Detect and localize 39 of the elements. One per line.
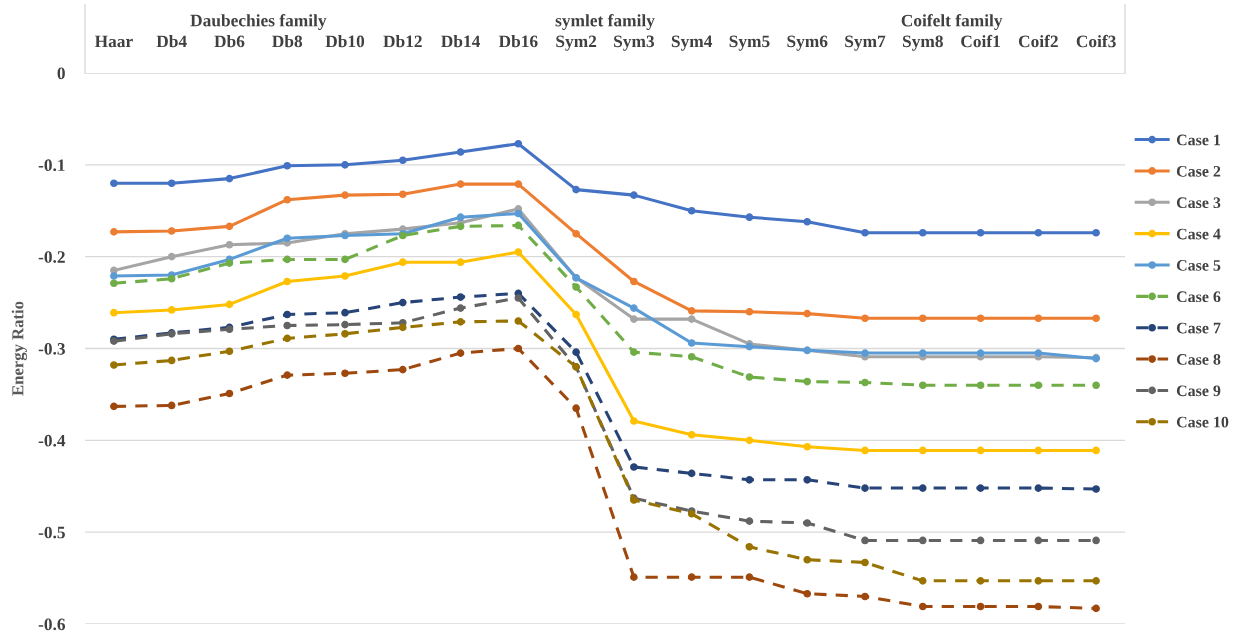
x-tick-label: Sym7 [845,35,886,51]
text: Daubechies family [190,14,327,30]
x-tick-label: Db10 [325,35,365,48]
legend-label: Case 10 [1176,416,1229,428]
x-tick-label: Sym8 [902,35,943,51]
x-tick-label: Sym3 [614,35,655,51]
text: symlet family [555,14,655,30]
x-tick-label: Coif1 [961,34,1000,48]
x-tick-label: Db12 [383,35,422,48]
x-tick-label: Db4 [156,35,187,48]
legend-label: Case 6 [1176,291,1221,303]
x-tick-label: Sym6 [787,35,828,51]
x-tick-label: Db16 [498,35,538,48]
y-tick-label: -0.1 [38,159,65,172]
y-tick-label: 0 [57,67,65,80]
legend-label: Case 4 [1176,228,1221,240]
x-tick-label: Db6 [214,35,245,48]
x-tick-label: Db8 [272,35,303,48]
x-tick-label: Coif3 [1076,34,1116,48]
x-tick-label: Coif2 [1018,34,1058,48]
x-tick-label: Haar [94,35,133,48]
y-tick-label: -0.5 [38,526,65,539]
legend-label: Case 9 [1176,385,1221,397]
y-tick-label: -0.3 [38,342,65,355]
legend-label: Case 8 [1176,354,1221,365]
x-tick-label: Sym4 [671,35,713,51]
x-tick-label: Db14 [441,35,481,48]
x-tick-label: Sym2 [556,35,597,51]
legend-label: Case 5 [1176,260,1221,271]
y-tick-label: -0.2 [38,251,65,263]
y-axis-title: Energy Ratio [11,301,27,396]
legend-label: Case 7 [1176,322,1221,334]
text: Coifelt family [901,14,1003,30]
x-tick-label: Sym5 [729,35,770,51]
legend-label: Case 1 [1176,134,1221,146]
y-tick-label: -0.6 [38,618,66,631]
legend-label: Case 3 [1176,197,1221,209]
y-tick-label: -0.4 [38,434,66,447]
legend-label: Case 2 [1176,165,1221,177]
